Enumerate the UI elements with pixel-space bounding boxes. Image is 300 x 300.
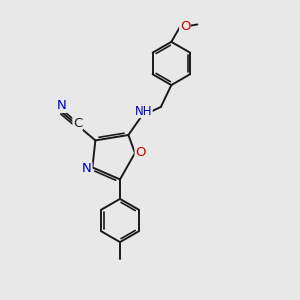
Text: NH: NH [135,104,152,118]
Text: O: O [180,20,190,34]
Text: C: C [73,117,82,130]
Text: N: N [82,162,92,176]
Text: O: O [135,146,146,159]
Text: N: N [57,99,66,112]
